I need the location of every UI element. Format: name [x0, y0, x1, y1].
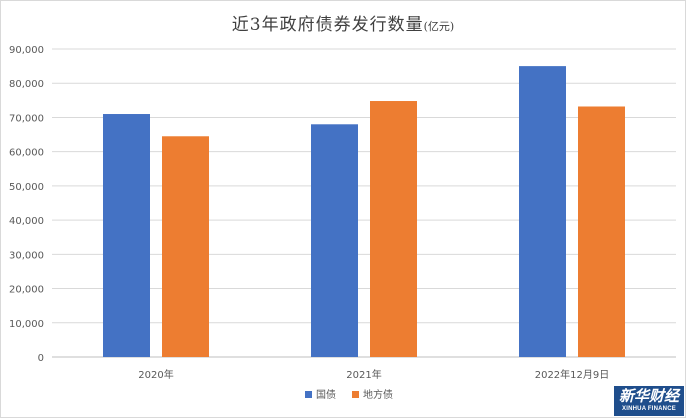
- y-tick-label: 70,000: [9, 113, 44, 124]
- y-tick-label: 80,000: [9, 79, 44, 90]
- y-tick-label: 60,000: [9, 148, 44, 159]
- chart-title-unit: (亿元): [423, 20, 455, 33]
- x-tick-label: 2021年: [346, 368, 381, 381]
- chart-title: 近3年政府债券发行数量(亿元): [0, 10, 686, 35]
- logo-main-text: 新华财经: [618, 387, 679, 405]
- x-tick-label: 2022年12月9日: [535, 368, 610, 381]
- bar-difangzhai: [578, 106, 625, 357]
- y-tick-label: 30,000: [9, 250, 44, 261]
- legend-swatch: [352, 391, 359, 398]
- legend-label: 地方债: [363, 388, 393, 401]
- bar-guozhai: [311, 124, 358, 358]
- bar-difangzhai: [162, 136, 209, 357]
- y-tick-label: 20,000: [9, 285, 44, 296]
- logo-sub-text: XINHUA FINANCE: [622, 406, 676, 412]
- bar-guozhai: [519, 66, 566, 357]
- y-tick-label: 10,000: [9, 319, 44, 330]
- y-tick-label: 0: [38, 353, 44, 364]
- legend-label: 国债: [316, 388, 336, 401]
- bar-difangzhai: [370, 101, 417, 357]
- bar-guozhai: [103, 114, 150, 358]
- y-tick-label: 50,000: [9, 182, 44, 193]
- legend-swatch: [305, 391, 312, 398]
- x-tick-label: 2020年: [138, 368, 173, 381]
- y-tick-label: 40,000: [9, 216, 44, 227]
- xinhua-finance-logo: 新华财经 XINHUA FINANCE: [614, 386, 684, 416]
- y-tick-label: 90,000: [9, 45, 44, 56]
- chart-title-text: 近3年政府债券发行数量: [231, 15, 424, 35]
